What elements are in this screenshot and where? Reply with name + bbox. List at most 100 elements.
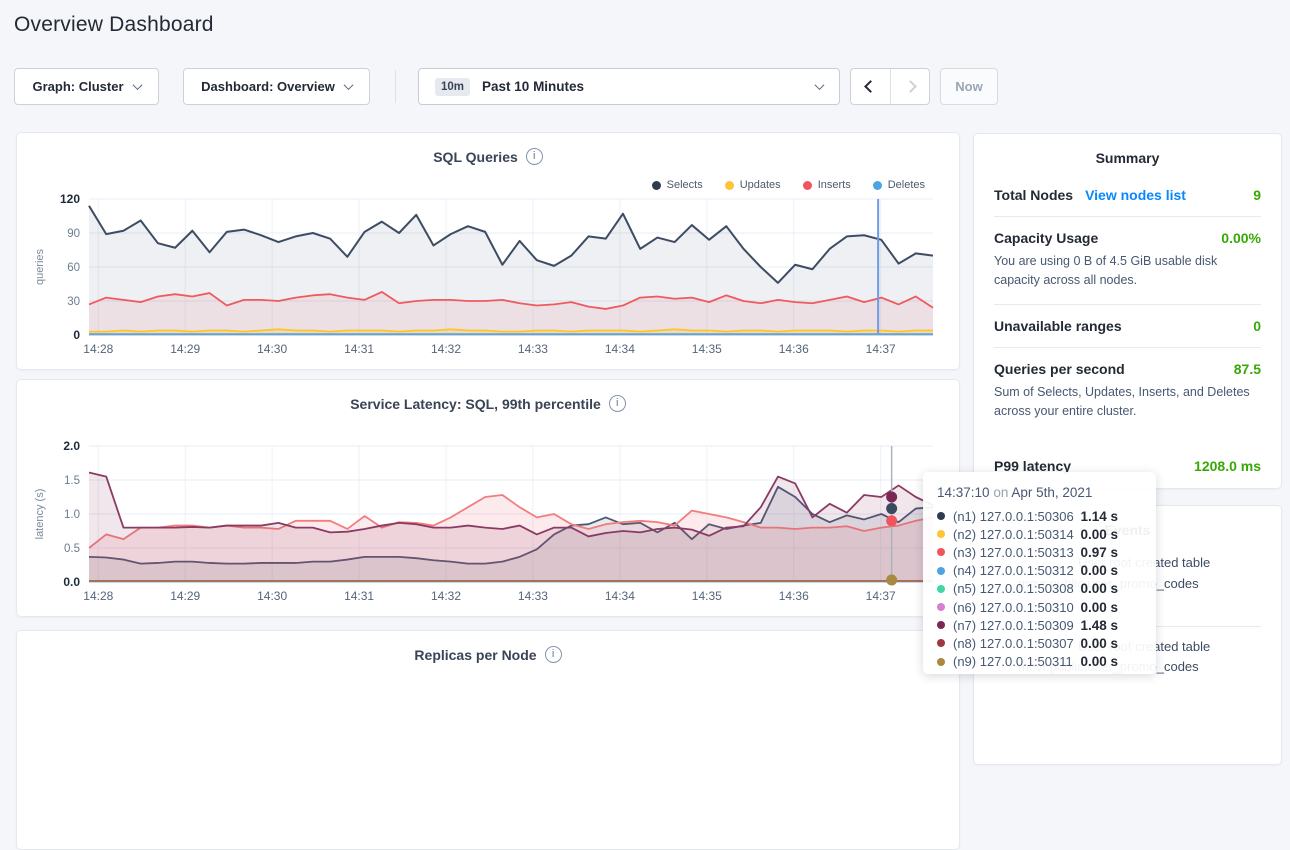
svg-text:14:29: 14:29: [170, 589, 200, 603]
svg-text:14:32: 14:32: [431, 589, 461, 603]
time-back-button[interactable]: [851, 69, 890, 104]
svg-text:14:36: 14:36: [779, 589, 809, 603]
chevron-down-icon: [132, 80, 142, 91]
svg-text:14:29: 14:29: [170, 342, 200, 356]
time-forward-button[interactable]: [890, 69, 929, 104]
node-latency-value: 0.00 s: [1080, 526, 1118, 542]
node-address: (n1) 127.0.0.1:50306: [953, 508, 1074, 524]
svg-text:queries: queries: [34, 248, 46, 285]
tooltip-node-row: (n1) 127.0.0.1:50306 1.14 s: [937, 507, 1142, 525]
node-color-dot: [937, 621, 945, 630]
svg-text:14:34: 14:34: [605, 342, 635, 356]
time-nav-arrows: [850, 68, 930, 105]
sql-queries-chart[interactable]: 0 30 60 90 120 14:28 14:29 14:30 14:31 14:32 14:33…: [17, 133, 959, 369]
svg-text:2.0: 2.0: [63, 439, 80, 453]
legend-dot: [651, 180, 661, 190]
page-title: Overview Dashboard: [14, 13, 214, 36]
time-range-badge: 10m: [435, 77, 471, 96]
summary-value: 0.00%: [1221, 230, 1261, 246]
svg-text:14:28: 14:28: [83, 342, 113, 356]
node-address: (n2) 127.0.0.1:50314: [953, 526, 1074, 542]
summary-subtext: Sum of Selects, Updates, Inserts, and De…: [994, 384, 1250, 419]
tooltip-node-row: (n5) 127.0.0.1:50308 0.00 s: [937, 580, 1142, 598]
node-color-dot: [937, 639, 945, 648]
summary-label: Unavailable ranges: [994, 317, 1122, 334]
svg-text:14:34: 14:34: [605, 589, 635, 603]
chevron-down-icon: [814, 80, 825, 91]
overview-dashboard-page: Overview Dashboard Graph: Cluster Dashbo…: [14, 13, 1282, 850]
graph-scope-dropdown[interactable]: Graph: Cluster: [14, 68, 159, 105]
summary-value: 0: [1253, 317, 1261, 334]
summary-row-capacity: Capacity Usage 0.00% You are using 0 B o…: [994, 216, 1261, 304]
svg-text:1.0: 1.0: [64, 509, 80, 521]
tooltip-node-row: (n3) 127.0.0.1:50313 0.97 s: [937, 543, 1142, 561]
legend-dot: [802, 180, 812, 190]
summary-title: Summary: [1095, 150, 1160, 166]
info-icon[interactable]: i: [525, 148, 543, 166]
summary-label: P99 latency: [994, 457, 1072, 474]
tooltip-node-row: (n4) 127.0.0.1:50312 0.00 s: [937, 562, 1142, 580]
tooltip-node-row: (n2) 127.0.0.1:50314 0.00 s: [937, 525, 1142, 543]
svg-text:90: 90: [67, 228, 80, 240]
now-button[interactable]: Now: [940, 68, 998, 105]
chart-title: Replicas per Node: [414, 646, 537, 663]
svg-text:0: 0: [73, 328, 80, 342]
node-latency-value: 0.00 s: [1080, 581, 1118, 597]
graph-scope-label: Graph: Cluster: [32, 79, 124, 94]
svg-text:14:35: 14:35: [692, 589, 722, 603]
summary-row-p99-latency: P99 latency 1208.0 ms: [994, 445, 1261, 487]
node-latency-value: 1.48 s: [1080, 617, 1118, 633]
info-icon[interactable]: i: [544, 646, 562, 664]
svg-text:14:31: 14:31: [344, 342, 374, 356]
node-latency-value: 1.14 s: [1080, 508, 1118, 524]
summary-value: 9: [1253, 187, 1261, 203]
summary-row-total-nodes: Total Nodes View nodes list 9: [994, 174, 1261, 216]
chevron-down-icon: [343, 80, 354, 91]
replicas-per-node-card: Replicas per Node i: [16, 630, 960, 850]
tooltip-node-row: (n6) 127.0.0.1:50310 0.00 s: [937, 598, 1142, 616]
svg-text:14:32: 14:32: [431, 342, 461, 356]
svg-text:14:31: 14:31: [344, 589, 374, 603]
summary-panel: Summary Total Nodes View nodes list 9 Ca…: [973, 133, 1282, 489]
node-address: (n8) 127.0.0.1:50307: [953, 635, 1074, 651]
info-icon[interactable]: i: [608, 395, 626, 413]
node-color-dot: [937, 603, 945, 612]
view-nodes-list-link[interactable]: View nodes list: [1085, 187, 1186, 203]
node-latency-value: 0.97 s: [1080, 544, 1118, 560]
service-latency-chart[interactable]: 0.0 0.5 1.0 1.5 2.0 14:28 14:29 14:30 14:31 14:32…: [17, 380, 959, 616]
time-range-picker[interactable]: 10m Past 10 Minutes: [418, 68, 840, 105]
tooltip-node-row: (n9) 127.0.0.1:50311 0.00 s: [937, 653, 1142, 671]
now-label: Now: [955, 79, 983, 94]
node-color-dot: [937, 530, 945, 539]
svg-text:14:36: 14:36: [779, 342, 809, 356]
legend-dot: [872, 180, 882, 190]
node-address: (n7) 127.0.0.1:50309: [953, 617, 1074, 633]
svg-text:1.5: 1.5: [64, 475, 80, 487]
svg-text:14:30: 14:30: [257, 342, 287, 356]
node-address: (n6) 127.0.0.1:50310: [953, 599, 1074, 615]
svg-text:60: 60: [67, 262, 80, 274]
chevron-right-icon: [903, 80, 917, 93]
summary-row-qps: Queries per second 87.5 Sum of Selects, …: [994, 346, 1261, 435]
chart-title: Service Latency: SQL, 99th percentile: [350, 395, 601, 412]
svg-text:latency (s): latency (s): [34, 489, 46, 540]
svg-text:14:37: 14:37: [866, 589, 896, 603]
svg-text:0.5: 0.5: [64, 543, 80, 555]
summary-row-unavailable-ranges: Unavailable ranges 0: [994, 303, 1261, 347]
chart-hover-tooltip: 14:37:10 on Apr 5th, 2021 (n1) 127.0.0.1…: [923, 472, 1156, 674]
dashboard-label: Dashboard: Overview: [201, 79, 335, 94]
svg-text:14:30: 14:30: [257, 589, 287, 603]
controls-divider: [395, 70, 396, 103]
tooltip-node-row: (n7) 127.0.0.1:50309 1.48 s: [937, 616, 1142, 634]
summary-label: Capacity Usage: [994, 230, 1099, 246]
node-address: (n5) 127.0.0.1:50308: [953, 581, 1074, 597]
legend-item-inserts[interactable]: Inserts: [802, 179, 851, 191]
svg-text:14:33: 14:33: [518, 589, 548, 603]
legend-item-selects[interactable]: Selects: [651, 179, 703, 191]
node-color-dot: [937, 657, 945, 666]
legend-item-updates[interactable]: Updates: [724, 179, 781, 191]
chart-legend: Selects Updates Inserts Deletes: [651, 179, 925, 191]
dashboard-dropdown[interactable]: Dashboard: Overview: [183, 68, 370, 105]
svg-text:14:28: 14:28: [83, 589, 113, 603]
legend-item-deletes[interactable]: Deletes: [872, 179, 925, 191]
